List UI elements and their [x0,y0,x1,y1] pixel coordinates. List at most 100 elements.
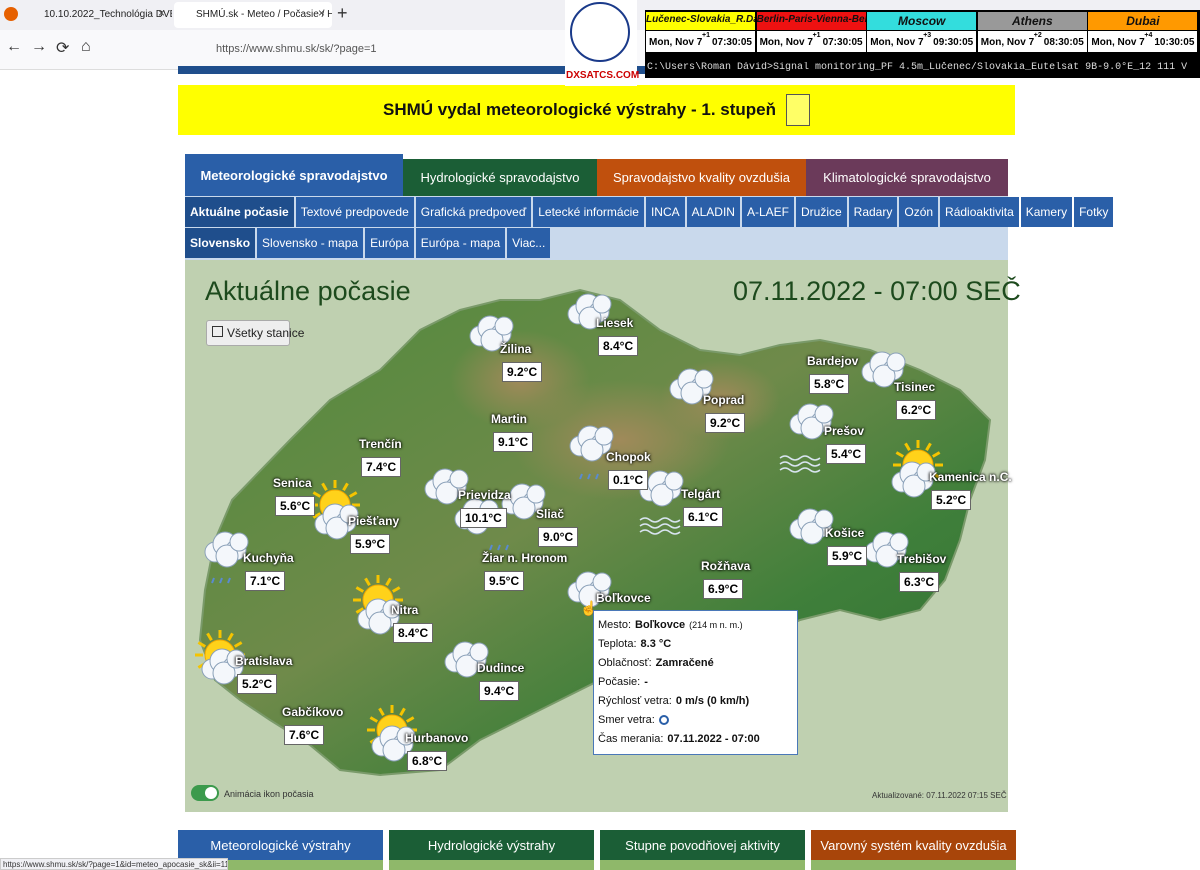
cloud [889,532,909,552]
station-temp[interactable]: 5.8°C [809,374,850,394]
tooltip-value: Boľkovce [635,619,686,631]
sub-tab[interactable]: Európa - mapa [415,228,506,258]
bottom-tab[interactable]: Stupne povodňovej aktivity [600,830,805,860]
tooltip-label: Smer vetra: [598,714,655,726]
station-temp[interactable]: 0.1°C [608,470,649,490]
sun-ray [355,607,365,614]
station-temp[interactable]: 7.4°C [361,457,402,477]
sub-tab[interactable]: Aktuálne počasie [185,197,294,227]
all-stations-button[interactable]: Všetky stanice [206,320,304,346]
browser-tab[interactable]: SHMÚ.sk - Meteo / Počasie / Hyd [174,2,332,28]
sub-tab[interactable]: Ozón [899,197,939,227]
sun-ray [385,577,392,587]
fog [779,455,821,461]
sun-ray [405,716,415,723]
rain [489,544,493,551]
tooltip-label: Teplota: [598,638,637,650]
station-temp[interactable]: 5.9°C [350,534,391,554]
firefox-icon[interactable] [4,7,18,21]
station-temp[interactable]: 7.6°C [284,725,325,745]
sub-tab[interactable]: Fotky [1074,197,1114,227]
sun-ray [227,632,234,642]
toggle-knob [205,787,217,799]
cloud [800,521,824,545]
cloud [592,294,612,314]
nav-button[interactable]: → [31,38,47,55]
station-temp[interactable]: 9.0°C [538,527,579,547]
nav-button[interactable]: ⌂ [81,38,91,55]
nav-button[interactable]: ⟳ [56,40,70,57]
sub-tab[interactable]: Grafická predpoveď [415,197,532,227]
tab-close[interactable]: × [158,6,166,20]
main-tab[interactable]: Spravodajstvo kvality ovzdušia [597,159,806,196]
wind-icon [658,715,669,726]
cloud [875,544,899,568]
station-temp[interactable]: 5.2°C [237,674,278,694]
sun-ray [321,482,328,492]
cloud [680,381,704,405]
sub-tab[interactable]: Kamery [1020,197,1073,227]
station-temp[interactable]: 6.2°C [896,400,937,420]
sun-ray [378,707,385,717]
sub-tab[interactable]: Slovensko [185,228,256,258]
station-temp[interactable]: 8.4°C [598,336,639,356]
station-temp[interactable]: 5.2°C [931,490,972,510]
sub-tab[interactable]: Európa [365,228,414,258]
tooltip-label: Oblačnosť: [598,657,652,669]
cloud [814,404,834,424]
cloud [435,481,459,505]
station-temp[interactable]: 9.5°C [484,571,525,591]
sub-tab[interactable]: Letecké informácie [533,197,644,227]
station-temp[interactable]: 6.3°C [899,572,940,592]
station-temp[interactable]: 9.2°C [502,362,543,382]
station-temp[interactable]: 6.9°C [703,579,744,599]
station-temp[interactable]: 9.1°C [493,432,534,452]
bottom-tab[interactable]: Varovný systém kvality ovzdušia [811,830,1016,860]
station-name: Dudince [477,661,525,675]
cloud [592,572,612,592]
zone-time: 09:30:05 [933,37,974,48]
sub-tab[interactable]: A-LAEF [741,197,794,227]
url-bar[interactable]: https://www.shmu.sk/sk/?page=1 [172,37,592,63]
main-tab[interactable]: Hydrologické spravodajstvo [403,159,597,196]
station-temp[interactable]: 5.4°C [826,444,867,464]
station-temp[interactable]: 9.4°C [479,681,520,701]
tooltip-row: Oblačnosť: Zamračené [598,657,718,669]
sun-ray [206,632,213,642]
station-temp[interactable]: 6.8°C [407,751,448,771]
station-temp[interactable]: 8.4°C [393,623,434,643]
sub-tab[interactable]: Radary [848,197,898,227]
main-tab[interactable]: Meteorologické spravodajstvo [185,154,403,196]
sub-tab[interactable]: Rádioaktivita [940,197,1019,227]
sub-tab[interactable]: Textové predpovede [295,197,414,227]
sub-tab[interactable]: Slovensko - mapa [257,228,364,258]
cloud [212,661,236,685]
station-temp[interactable]: 5.6°C [275,496,316,516]
rain [587,473,591,480]
sub-tab[interactable]: Viac... [507,228,551,258]
tooltip-row: Smer vetra: [598,714,669,726]
station-temp[interactable]: 5.9°C [827,546,868,566]
sub-tab[interactable]: ALADIN [686,197,740,227]
station-temp[interactable]: 7.1°C [245,571,286,591]
browser-tab[interactable]: 10.10.2022_Technológia DVB-S2/I [22,2,172,28]
station-temp[interactable]: 10.1°C [460,508,507,528]
tooltip-value: - [644,676,648,688]
station-temp[interactable]: 9.2°C [705,413,746,433]
warning-banner[interactable]: SHMÚ vydal meteorologické výstrahy - 1. … [178,85,1015,135]
warning-icon [786,94,810,126]
sun-ray [197,641,207,648]
cloud [368,611,392,635]
tab-close[interactable]: × [318,6,326,20]
sun-ray [342,482,349,492]
tooltip-value: 8.3 °C [640,638,672,650]
new-tab[interactable]: + [337,3,348,23]
nav-button[interactable]: ← [6,38,22,55]
sub-tab[interactable]: INCA [645,197,685,227]
zone-time: 07:30:05 [822,37,863,48]
bottom-tab[interactable]: Hydrologické výstrahy [389,830,594,860]
station-temp[interactable]: 6.1°C [683,507,724,527]
main-tab[interactable]: Klimatologické spravodajstvo [806,159,1008,196]
bottom-tab[interactable]: Meteorologické výstrahy [178,830,383,860]
sub-tab[interactable]: Družice [795,197,847,227]
